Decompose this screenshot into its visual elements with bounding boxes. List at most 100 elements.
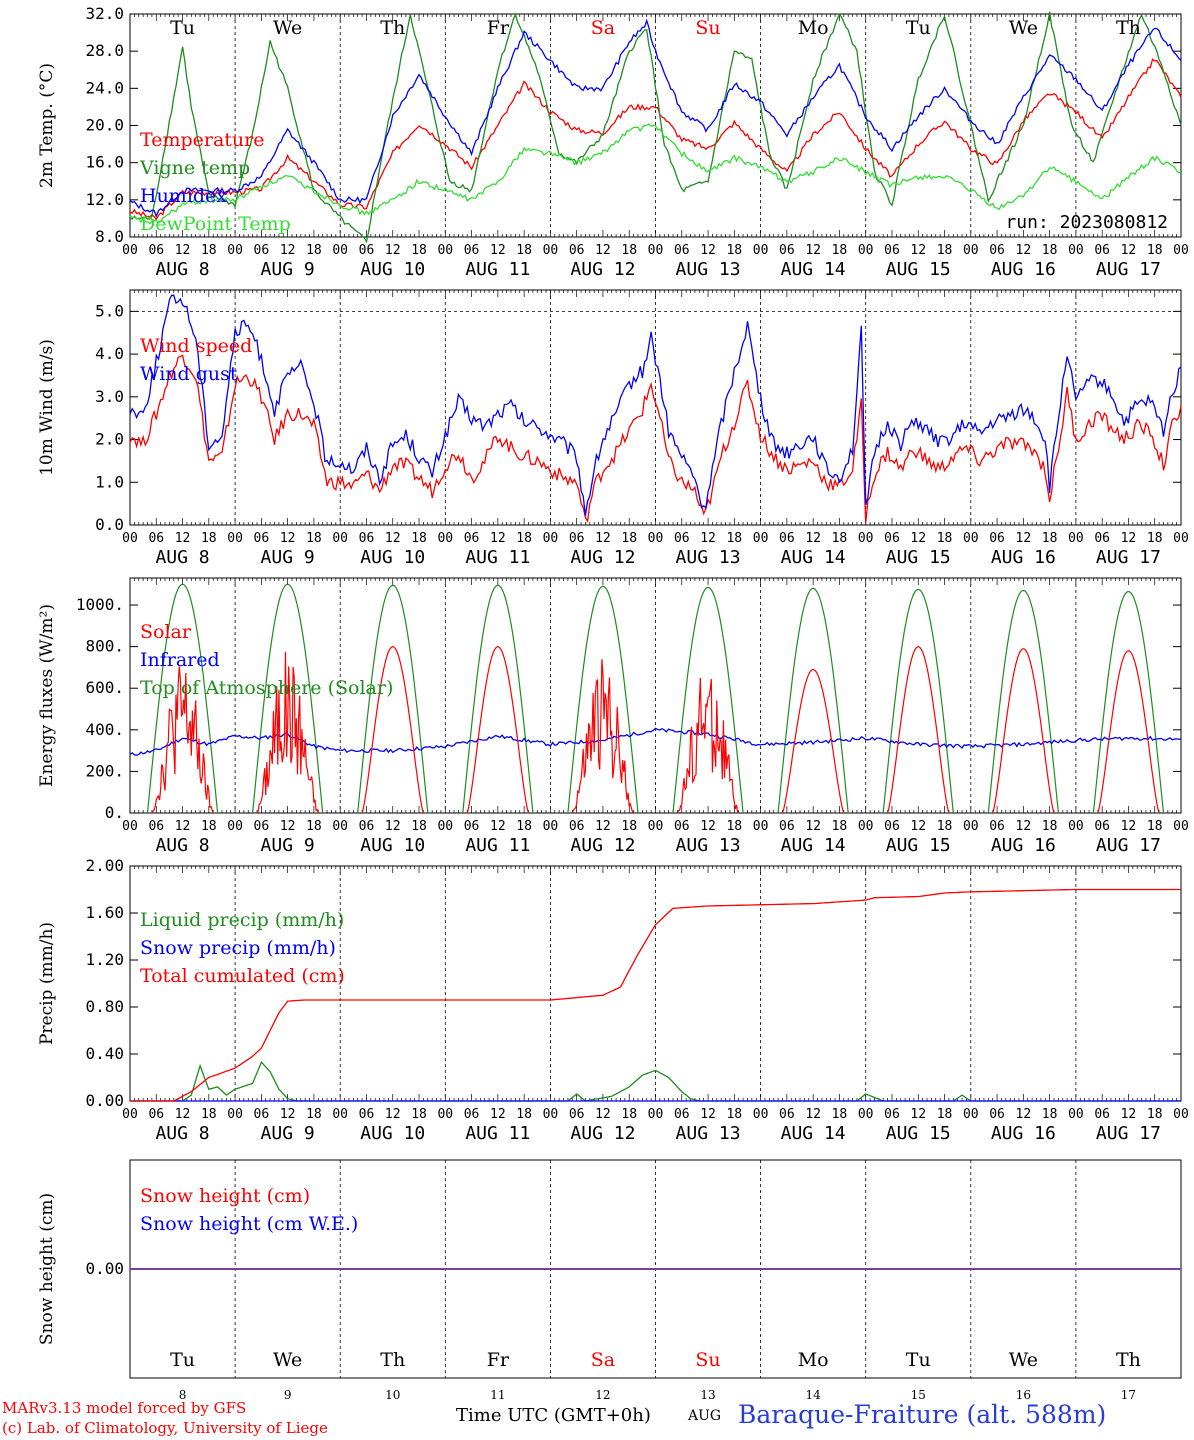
- date-label: AUG 10: [360, 259, 425, 280]
- hour-tick-label: 18: [516, 243, 532, 258]
- hour-tick-label: 06: [148, 1107, 164, 1122]
- date-label: AUG 16: [991, 1123, 1056, 1144]
- hour-tick-label: 06: [254, 243, 270, 258]
- hour-tick-label: 18: [411, 1107, 427, 1122]
- toa-solar-curve: [567, 585, 639, 814]
- weekday-label: Th: [1116, 17, 1141, 39]
- date-label: AUG 14: [781, 835, 846, 856]
- hour-tick-label: 00: [858, 1107, 874, 1122]
- date-label: AUG 9: [261, 1123, 315, 1144]
- hour-tick-label: 18: [832, 1107, 848, 1122]
- date-label: AUG 10: [360, 547, 425, 568]
- hour-tick-label: 00: [1068, 243, 1084, 258]
- date-label: AUG 16: [991, 547, 1056, 568]
- hour-tick-label: 12: [280, 819, 296, 834]
- hour-tick-label: 06: [359, 1107, 375, 1122]
- hour-tick-label: 00: [437, 819, 453, 834]
- date-label: AUG 8: [155, 1123, 209, 1144]
- hour-tick-label: 06: [148, 243, 164, 258]
- hour-tick-label: 00: [858, 531, 874, 546]
- hour-tick-label: 06: [569, 1107, 585, 1122]
- weekday-label: Mo: [798, 1349, 829, 1371]
- hour-tick-label: 12: [490, 531, 506, 546]
- hour-tick-label: 12: [805, 819, 821, 834]
- weekday-label: Fr: [487, 17, 510, 39]
- y-tick-label: 5.0: [95, 301, 124, 320]
- hour-tick-label: 06: [464, 531, 480, 546]
- date-label: AUG 12: [570, 1123, 635, 1144]
- solar-curve: [151, 666, 214, 814]
- date-label: AUG 15: [886, 547, 951, 568]
- legend-entry: Snow height (cm): [140, 1185, 310, 1207]
- hour-tick-label: 18: [726, 819, 742, 834]
- hour-tick-label: 00: [122, 531, 138, 546]
- weekday-label: Su: [695, 17, 720, 39]
- day-number-label: 13: [700, 1388, 715, 1402]
- hour-tick-label: 06: [359, 243, 375, 258]
- hour-tick-label: 18: [1042, 531, 1058, 546]
- hour-tick-label: 18: [1147, 819, 1163, 834]
- legend-entry: Snow precip (mm/h): [140, 937, 336, 959]
- hour-tick-label: 18: [621, 531, 637, 546]
- model-credit: MARv3.13 model forced by GFS: [2, 1399, 247, 1417]
- hour-tick-label: 06: [779, 531, 795, 546]
- weekday-label: Sa: [591, 1349, 615, 1371]
- hour-tick-label: 12: [1121, 243, 1137, 258]
- y-tick-label: 3.0: [95, 387, 124, 406]
- date-label: AUG 12: [570, 259, 635, 280]
- hour-tick-label: 12: [1016, 243, 1032, 258]
- hour-tick-label: 00: [437, 1107, 453, 1122]
- hour-tick-label: 12: [700, 243, 716, 258]
- legend-entry: Total cumulated (cm): [140, 965, 345, 987]
- y-tick-label: 0.40: [85, 1044, 124, 1063]
- hour-tick-label: 00: [543, 1107, 559, 1122]
- legend-entry: Infrared: [140, 649, 220, 671]
- y-tick-label: 400.: [85, 720, 124, 739]
- hour-tick-label: 12: [175, 1107, 191, 1122]
- wind-y-label: 10m Wind (m/s): [37, 339, 57, 476]
- solar-curve: [1097, 650, 1160, 814]
- hour-tick-label: 00: [963, 819, 979, 834]
- hour-tick-label: 12: [280, 243, 296, 258]
- hour-tick-label: 00: [1173, 243, 1189, 258]
- lab-credit: (c) Lab. of Climatology, University of L…: [2, 1419, 328, 1437]
- weekday-label: Th: [380, 1349, 405, 1371]
- weekday-label: Tu: [906, 17, 931, 39]
- day-number-label: 8: [179, 1388, 187, 1402]
- hour-tick-label: 00: [858, 819, 874, 834]
- hour-tick-label: 00: [122, 1107, 138, 1122]
- hour-tick-label: 06: [1094, 243, 1110, 258]
- hour-tick-label: 12: [490, 1107, 506, 1122]
- hour-tick-label: 18: [411, 531, 427, 546]
- hour-tick-label: 12: [1121, 531, 1137, 546]
- hour-tick-label: 12: [175, 243, 191, 258]
- solar-curve: [256, 651, 319, 814]
- legend-entry: Wind gust: [140, 363, 238, 385]
- hour-tick-label: 00: [753, 243, 769, 258]
- y-tick-label: 800.: [85, 637, 124, 656]
- hour-tick-label: 00: [648, 1107, 664, 1122]
- y-tick-label: 28.0: [85, 41, 124, 60]
- y-tick-label: 16.0: [85, 153, 124, 172]
- toa-solar-curve: [146, 583, 219, 814]
- hour-tick-label: 00: [122, 819, 138, 834]
- hour-tick-label: 18: [516, 531, 532, 546]
- date-label: AUG 11: [465, 1123, 530, 1144]
- hour-tick-label: 00: [332, 819, 348, 834]
- hour-tick-label: 00: [963, 531, 979, 546]
- date-label: AUG 8: [155, 547, 209, 568]
- hour-tick-label: 18: [306, 819, 322, 834]
- weekday-label: We: [273, 17, 302, 39]
- solar-curve: [571, 659, 635, 814]
- hour-tick-label: 18: [411, 819, 427, 834]
- hour-tick-label: 00: [648, 531, 664, 546]
- x-axis-month: AUG: [688, 1408, 722, 1424]
- hour-tick-label: 00: [1068, 1107, 1084, 1122]
- hour-tick-label: 18: [1042, 243, 1058, 258]
- hour-tick-label: 00: [332, 531, 348, 546]
- hour-tick-label: 00: [1173, 819, 1189, 834]
- weekday-label: Fr: [487, 1349, 510, 1371]
- legend-entry: Humidex: [140, 185, 227, 207]
- hour-tick-label: 06: [359, 819, 375, 834]
- hour-tick-label: 18: [1042, 819, 1058, 834]
